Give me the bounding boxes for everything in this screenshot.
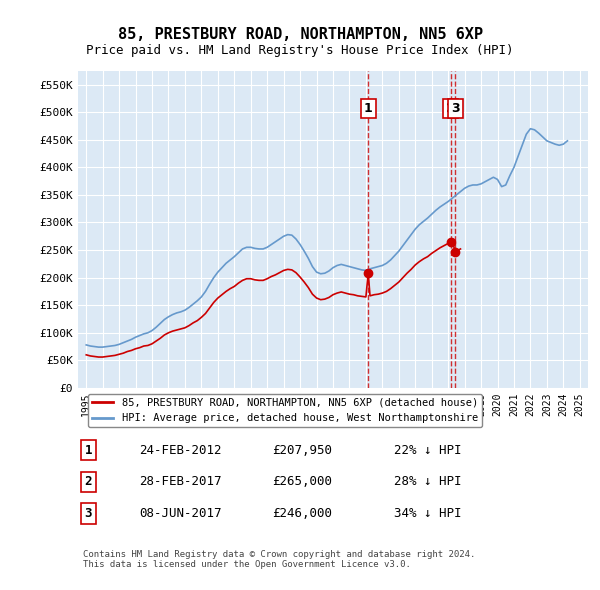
Text: Price paid vs. HM Land Registry's House Price Index (HPI): Price paid vs. HM Land Registry's House …: [86, 44, 514, 57]
Text: 22% ↓ HPI: 22% ↓ HPI: [394, 444, 462, 457]
Text: 3: 3: [451, 102, 460, 116]
Text: 3: 3: [85, 507, 92, 520]
Text: 08-JUN-2017: 08-JUN-2017: [139, 507, 222, 520]
Text: £207,950: £207,950: [272, 444, 332, 457]
Text: 1: 1: [364, 102, 373, 116]
Text: Contains HM Land Registry data © Crown copyright and database right 2024.
This d: Contains HM Land Registry data © Crown c…: [83, 550, 475, 569]
Text: 34% ↓ HPI: 34% ↓ HPI: [394, 507, 462, 520]
Text: 1: 1: [85, 444, 92, 457]
Text: 2: 2: [85, 476, 92, 489]
Text: 28% ↓ HPI: 28% ↓ HPI: [394, 476, 462, 489]
Text: 85, PRESTBURY ROAD, NORTHAMPTON, NN5 6XP: 85, PRESTBURY ROAD, NORTHAMPTON, NN5 6XP: [118, 27, 482, 41]
Text: 28-FEB-2017: 28-FEB-2017: [139, 476, 222, 489]
Text: 24-FEB-2012: 24-FEB-2012: [139, 444, 222, 457]
Text: 2: 2: [446, 102, 455, 116]
Text: £265,000: £265,000: [272, 476, 332, 489]
Legend: 85, PRESTBURY ROAD, NORTHAMPTON, NN5 6XP (detached house), HPI: Average price, d: 85, PRESTBURY ROAD, NORTHAMPTON, NN5 6XP…: [88, 394, 482, 427]
Text: £246,000: £246,000: [272, 507, 332, 520]
